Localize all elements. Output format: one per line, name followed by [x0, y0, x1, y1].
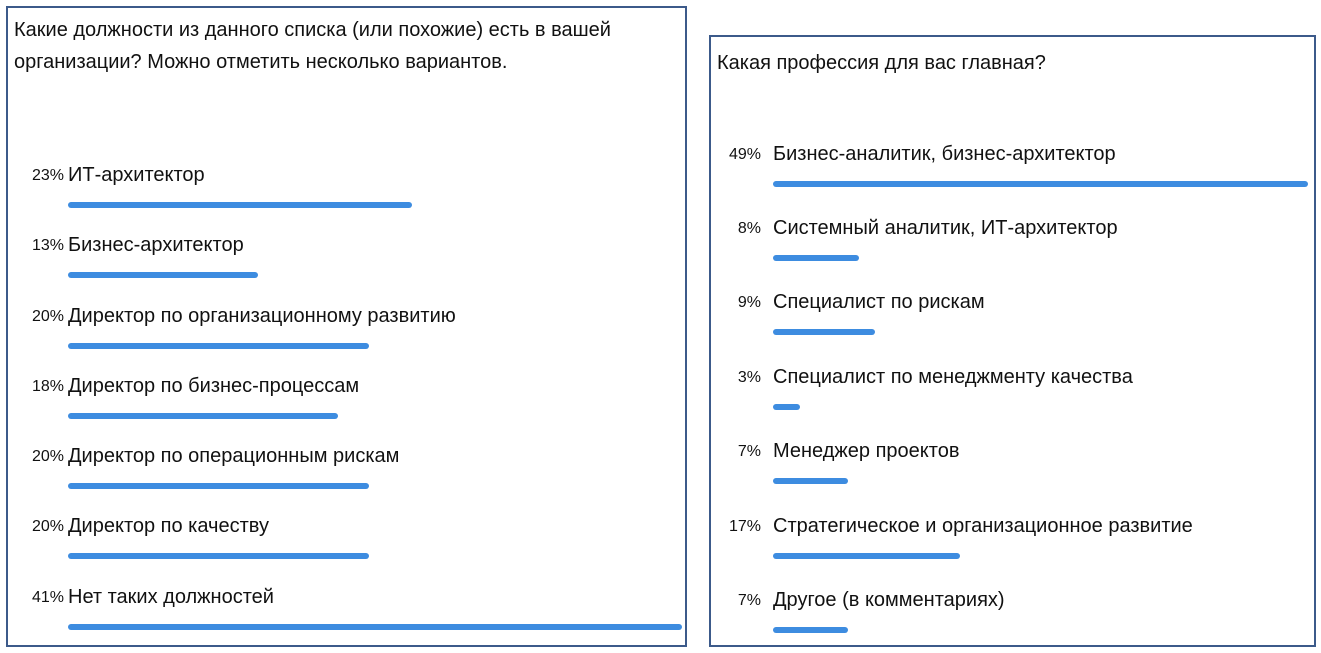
option-label: Системный аналитик, ИТ-архитектор — [773, 217, 1118, 239]
poll-option[interactable]: 18% Директор по бизнес-процессам — [8, 372, 685, 432]
result-bar — [68, 553, 369, 559]
result-bar — [773, 553, 961, 559]
result-bar-track — [773, 553, 1308, 559]
result-bar — [68, 413, 339, 419]
option-percent: 9% — [737, 294, 761, 311]
result-bar — [773, 181, 1308, 187]
option-percent: 49% — [728, 146, 761, 163]
option-label: ИТ-архитектор — [68, 164, 205, 186]
poll-option[interactable]: 41% Нет таких должностей — [8, 583, 685, 643]
option-label: Директор по качеству — [68, 515, 269, 537]
option-label: Менеджер проектов — [773, 440, 960, 462]
poll-option[interactable]: 9% Специалист по рискам — [711, 288, 1314, 348]
option-percent: 17% — [728, 518, 761, 535]
result-bar-track — [68, 343, 682, 349]
result-bar — [68, 624, 682, 630]
result-bar-track — [68, 272, 682, 278]
result-bar-track — [68, 553, 682, 559]
option-percent: 13% — [31, 237, 64, 254]
option-percent: 41% — [31, 589, 64, 606]
poll-option[interactable]: 3% Специалист по менеджменту качества — [711, 363, 1314, 423]
option-percent: 7% — [737, 443, 761, 460]
result-bar — [773, 329, 875, 335]
option-label: Бизнес-аналитик, бизнес-архитектор — [773, 143, 1116, 165]
result-bar — [773, 627, 848, 633]
option-percent: 20% — [31, 448, 64, 465]
poll-option[interactable]: 23% ИТ-архитектор — [8, 161, 685, 221]
result-bar — [773, 255, 859, 261]
poll-option[interactable]: 20% Директор по организационному развити… — [8, 302, 685, 362]
poll-card-positions: Какие должности из данного списка (или п… — [6, 6, 687, 647]
poll-question: Какие должности из данного списка (или п… — [14, 19, 611, 73]
result-bar-track — [68, 483, 682, 489]
result-bar-track — [773, 404, 1308, 410]
option-percent: 18% — [31, 378, 64, 395]
poll-option[interactable]: 17% Стратегическое и организационное раз… — [711, 512, 1314, 572]
poll-option[interactable]: 7% Менеджер проектов — [711, 437, 1314, 497]
poll-option[interactable]: 7% Другое (в комментариях) — [711, 586, 1314, 646]
option-percent: 3% — [737, 369, 761, 386]
option-label: Стратегическое и организационное развити… — [773, 515, 1193, 537]
poll-card-profession: Какая профессия для вас главная? 49% Биз… — [709, 35, 1316, 647]
result-bar — [773, 478, 848, 484]
option-percent: 20% — [31, 308, 64, 325]
poll-option[interactable]: 49% Бизнес-аналитик, бизнес-архитектор — [711, 140, 1314, 200]
result-bar-track — [773, 329, 1308, 335]
poll-question: Какая профессия для вас главная? — [717, 52, 1046, 74]
option-label: Директор по организационному развитию — [68, 305, 456, 327]
poll-option[interactable]: 20% Директор по операционным рискам — [8, 442, 685, 502]
option-percent: 8% — [737, 220, 761, 237]
result-bar-track — [773, 181, 1308, 187]
option-label: Другое (в комментариях) — [773, 589, 1005, 611]
option-label: Директор по бизнес-процессам — [68, 375, 360, 397]
option-percent: 23% — [31, 167, 64, 184]
result-bar — [68, 483, 369, 489]
result-bar — [68, 343, 369, 349]
option-percent: 20% — [31, 518, 64, 535]
poll-option[interactable]: 13% Бизнес-архитектор — [8, 231, 685, 291]
option-label: Директор по операционным рискам — [68, 445, 400, 467]
result-bar — [773, 404, 800, 410]
result-bar-track — [68, 202, 682, 208]
result-bar — [68, 202, 412, 208]
poll-option[interactable]: 8% Системный аналитик, ИТ-архитектор — [711, 214, 1314, 274]
result-bar-track — [773, 478, 1308, 484]
result-bar — [68, 272, 259, 278]
result-bar-track — [773, 627, 1308, 633]
result-bar-track — [773, 255, 1308, 261]
option-label: Специалист по менеджменту качества — [773, 366, 1133, 388]
option-label: Бизнес-архитектор — [68, 234, 244, 256]
option-label: Нет таких должностей — [68, 586, 274, 608]
option-percent: 7% — [737, 592, 761, 609]
poll-option[interactable]: 20% Директор по качеству — [8, 512, 685, 572]
option-label: Специалист по рискам — [773, 291, 985, 313]
result-bar-track — [68, 624, 682, 630]
result-bar-track — [68, 413, 682, 419]
